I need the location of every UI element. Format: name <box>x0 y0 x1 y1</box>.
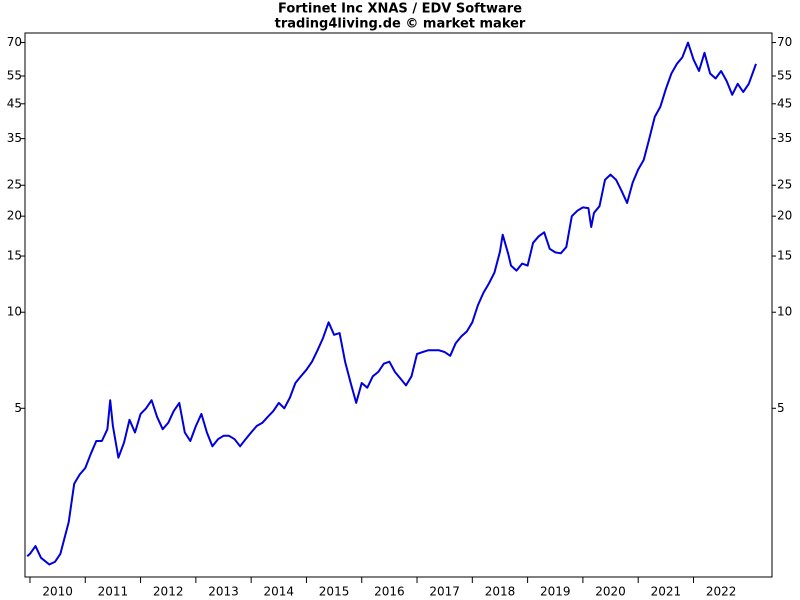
y2-tick-label: 15 <box>777 249 792 263</box>
y-tick-label: 20 <box>7 209 22 223</box>
y2-tick-label: 10 <box>777 305 792 319</box>
y-tick-label: 70 <box>7 35 22 49</box>
x-tick-label: 2011 <box>98 585 129 599</box>
x-tick-label: 2014 <box>264 585 295 599</box>
chart-subtitle: trading4living.de © market maker <box>275 17 526 32</box>
y2-tick-label: 45 <box>777 96 792 110</box>
price-line <box>26 41 757 566</box>
x-tick-label: 2019 <box>540 585 571 599</box>
y2-tick-label: 20 <box>777 209 792 223</box>
y-tick-label: 55 <box>7 68 22 82</box>
x-tick-label: 2012 <box>153 585 184 599</box>
chart-title: Fortinet Inc XNAS / EDV Software <box>278 2 522 17</box>
y2-tick-label: 35 <box>777 131 792 145</box>
x-tick-label: 2018 <box>485 585 516 599</box>
plot-frame <box>24 32 773 578</box>
y-tick-label: 45 <box>7 96 22 110</box>
y-tick-label: 25 <box>7 178 22 192</box>
x-tick-label: 2022 <box>706 585 737 599</box>
x-tick-label: 2016 <box>374 585 405 599</box>
x-tick-label: 2010 <box>42 585 73 599</box>
x-tick-label: 2013 <box>208 585 239 599</box>
y2-tick-label: 70 <box>777 35 792 49</box>
y2-tick-label: 25 <box>777 178 792 192</box>
y-tick-label: 15 <box>7 249 22 263</box>
x-tick-label: 2015 <box>319 585 350 599</box>
y-tick-label: 5 <box>14 401 22 415</box>
x-tick-label: 2020 <box>595 585 626 599</box>
x-tick-label: 2017 <box>429 585 460 599</box>
y2-tick-label: 55 <box>777 68 792 82</box>
y2-tick-label: 5 <box>777 401 785 415</box>
x-tick-label: 2021 <box>651 585 682 599</box>
y-tick-label: 10 <box>7 305 22 319</box>
y-tick-label: 35 <box>7 131 22 145</box>
